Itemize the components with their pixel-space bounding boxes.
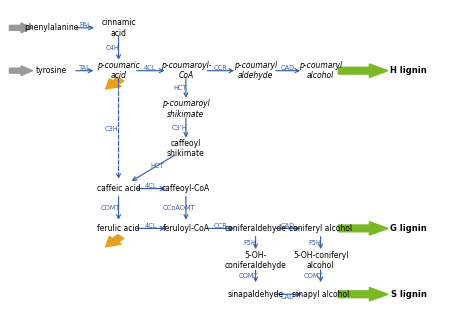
Text: phenylalanine: phenylalanine: [24, 23, 78, 32]
Text: PAL: PAL: [79, 22, 91, 28]
Text: CCoAOMT: CCoAOMT: [163, 205, 195, 211]
Text: tyrosine: tyrosine: [36, 66, 67, 75]
Text: G lignin: G lignin: [391, 224, 427, 233]
Text: CCR: CCR: [214, 223, 228, 229]
Text: F5H: F5H: [243, 240, 256, 246]
Text: caffeic acid: caffeic acid: [97, 184, 140, 193]
Text: TAL: TAL: [79, 65, 91, 71]
Text: coniferyl alcohol: coniferyl alcohol: [289, 224, 352, 233]
Text: HCT: HCT: [173, 85, 187, 92]
Text: CCR: CCR: [214, 65, 228, 71]
FancyArrow shape: [106, 235, 124, 247]
Text: CAD: CAD: [281, 294, 295, 300]
Text: 4CL: 4CL: [144, 65, 156, 71]
Text: COMT: COMT: [238, 273, 258, 279]
Text: cinnamic
acid: cinnamic acid: [101, 18, 136, 38]
Text: feruloyl-CoA: feruloyl-CoA: [163, 224, 210, 233]
Text: S lignin: S lignin: [391, 290, 427, 299]
Text: ferulic acid: ferulic acid: [97, 224, 140, 233]
Text: coniferaldehyde: coniferaldehyde: [225, 224, 286, 233]
Text: CAD: CAD: [281, 65, 295, 71]
Text: C4H: C4H: [106, 45, 119, 51]
Text: F5H: F5H: [308, 240, 321, 246]
Text: p-coumaryl
alcohol: p-coumaryl alcohol: [299, 61, 342, 80]
FancyArrow shape: [9, 23, 33, 33]
FancyArrow shape: [9, 66, 33, 76]
FancyArrow shape: [338, 222, 388, 235]
Text: COMT: COMT: [101, 205, 120, 211]
Text: p-coumaroyl-
CoA: p-coumaroyl- CoA: [161, 61, 211, 80]
Text: 5-OH-
coniferaldehyde: 5-OH- coniferaldehyde: [225, 251, 286, 270]
Text: p-coumaric
acid: p-coumaric acid: [97, 61, 140, 80]
Text: H lignin: H lignin: [391, 66, 427, 75]
Text: 4CL: 4CL: [145, 223, 157, 229]
Text: 4CL: 4CL: [145, 183, 157, 189]
Text: caffeoyl
shikimate: caffeoyl shikimate: [167, 139, 205, 159]
Text: caffeoyl-CoA: caffeoyl-CoA: [162, 184, 210, 193]
Text: sinapyl alcohol: sinapyl alcohol: [292, 290, 349, 299]
Text: sinapaldehyde: sinapaldehyde: [228, 290, 283, 299]
FancyArrow shape: [106, 77, 124, 89]
Text: CAD: CAD: [281, 223, 295, 229]
FancyArrow shape: [338, 287, 388, 301]
Text: p-coumaroyl
shikimate: p-coumaroyl shikimate: [162, 99, 210, 119]
Text: C3’H: C3’H: [172, 125, 188, 131]
Text: p-coumaryl
aldehyde: p-coumaryl aldehyde: [234, 61, 277, 80]
FancyArrow shape: [338, 64, 388, 78]
Text: COMT: COMT: [303, 273, 323, 279]
Text: 5-OH-coniferyl
alcohol: 5-OH-coniferyl alcohol: [293, 251, 348, 270]
Text: HCT: HCT: [150, 163, 164, 169]
Text: C3H: C3H: [105, 126, 118, 132]
